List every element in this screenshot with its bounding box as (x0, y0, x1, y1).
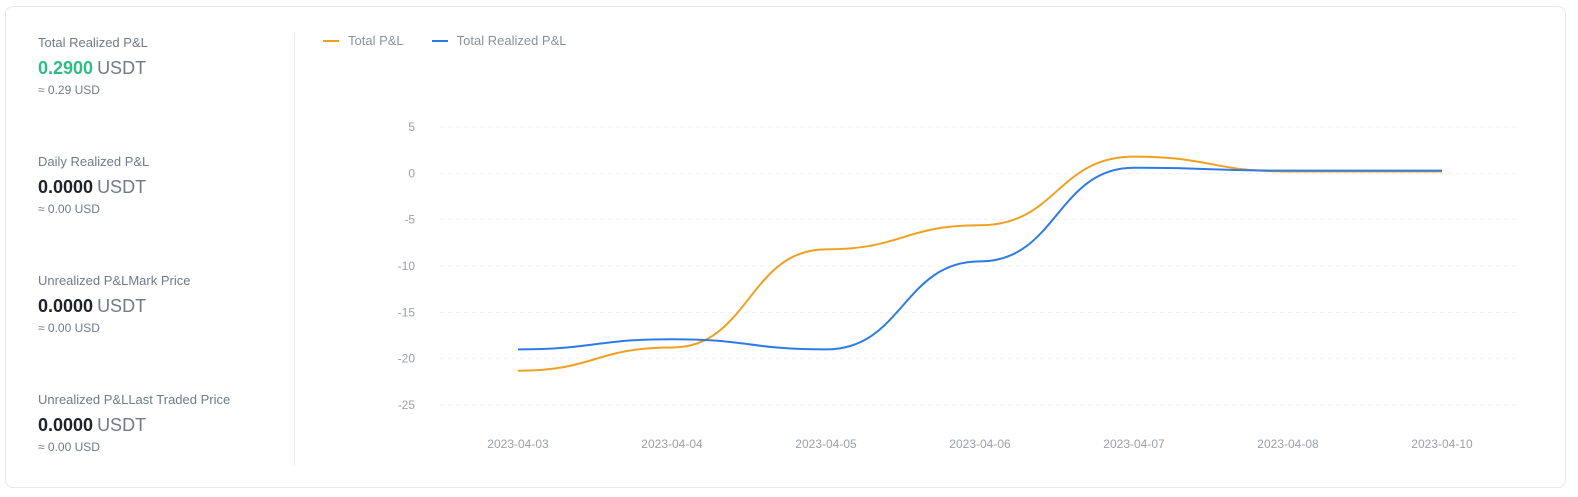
stat-approx-usd: ≈ 0.00 USD (38, 321, 100, 335)
stat-approx-usd: ≈ 0.29 USD (38, 83, 100, 97)
legend-item-total-realized-pnl[interactable]: Total Realized P&L (431, 33, 567, 48)
stat-unit: USDT (97, 58, 147, 78)
y-tick-label: -20 (398, 352, 416, 366)
x-tick-label: 2023-04-08 (1257, 437, 1319, 451)
x-tick-label: 2023-04-06 (949, 437, 1011, 451)
stat-approx-usd: ≈ 0.00 USD (38, 202, 100, 216)
stat-unit: USDT (97, 415, 147, 435)
x-tick-label: 2023-04-07 (1103, 437, 1165, 451)
legend-item-total-pnl[interactable]: Total P&L (323, 33, 404, 48)
y-tick-label: -25 (398, 398, 416, 412)
stat-value: 0.0000 USDT (38, 176, 149, 198)
stat-amount: 0.2900 (38, 58, 94, 78)
stat-value: 0.0000 USDT (38, 414, 230, 436)
stat-total-realized-pnl: Total Realized P&L 0.2900 USDT ≈ 0.29 USD (38, 35, 148, 98)
y-tick-label: -15 (398, 305, 416, 319)
stat-approx-usd: ≈ 0.00 USD (38, 440, 100, 454)
x-tick-label: 2023-04-10 (1411, 437, 1473, 451)
panel-divider (294, 33, 295, 465)
stat-amount: 0.0000 (38, 177, 94, 197)
series-line-total-realized-pnl (517, 166, 1442, 351)
stat-title: Unrealized P&LMark Price (38, 273, 191, 288)
y-tick-label: -10 (398, 259, 416, 273)
stat-unit: USDT (97, 177, 147, 197)
x-tick-label: 2023-04-04 (641, 437, 703, 451)
legend-swatch-total-pnl (323, 39, 339, 42)
chart-legend: Total P&L Total Realized P&L (323, 33, 595, 48)
x-tick-label: 2023-04-03 (487, 437, 549, 451)
stat-amount: 0.0000 (38, 415, 94, 435)
legend-label: Total P&L (348, 33, 404, 48)
pnl-card: Total Realized P&L 0.2900 USDT ≈ 0.29 USD… (5, 6, 1566, 488)
stat-title: Unrealized P&LLast Traded Price (38, 392, 231, 407)
y-tick-label: -5 (404, 213, 415, 227)
legend-label: Total Realized P&L (456, 33, 567, 48)
pnl-chart: Total P&L Total Realized P&L 5 0 -5 -10 -15 -… (306, 7, 1561, 487)
x-tick-label: 2023-04-05 (795, 437, 857, 451)
y-tick-label: 5 (408, 120, 415, 134)
stat-unit: USDT (97, 296, 147, 316)
pnl-stats-panel: Total Realized P&L 0.2900 USDT ≈ 0.29 USD… (6, 7, 296, 487)
legend-swatch-total-realized-pnl (431, 39, 448, 42)
stat-title: Total Realized P&L (38, 35, 148, 50)
stat-unrealized-pnl-last-traded-price: Unrealized P&LLast Traded Price 0.0000 US… (38, 392, 230, 455)
stat-unrealized-pnl-mark-price: Unrealized P&LMark Price 0.0000 USDT ≈ 0.… (38, 273, 190, 336)
y-tick-label: 0 (408, 166, 415, 180)
stat-value: 0.0000 USDT (38, 295, 190, 317)
stat-amount: 0.0000 (38, 296, 94, 316)
stat-title: Daily Realized P&L (38, 154, 150, 169)
stat-daily-realized-pnl: Daily Realized P&L 0.0000 USDT ≈ 0.00 USD (38, 154, 149, 217)
chart-plot[interactable]: 5 0 -5 -10 -15 -20 -25 2023-04-03 2023-04-04 2023… (306, 7, 1561, 487)
stat-value: 0.2900 USDT (38, 57, 148, 79)
